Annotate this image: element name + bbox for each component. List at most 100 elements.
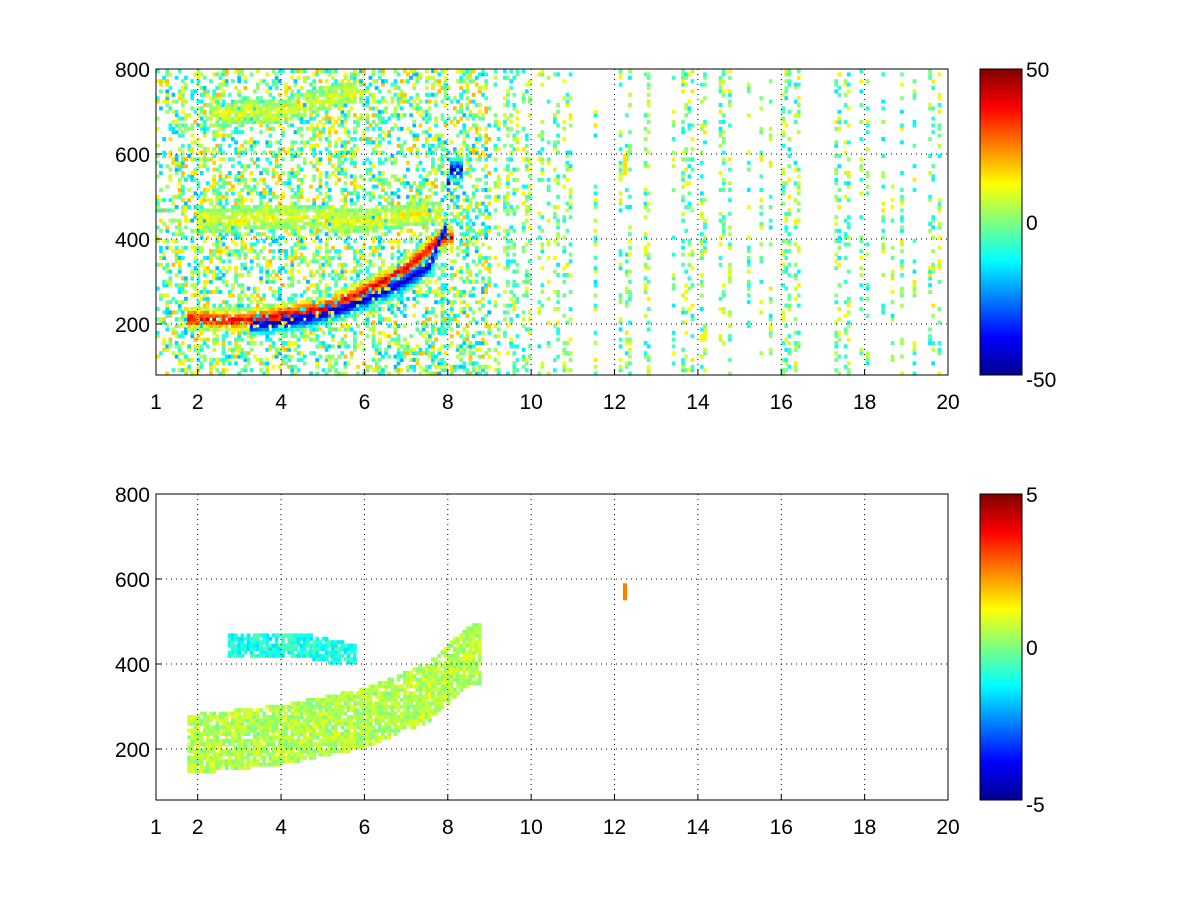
heatmap-cell xyxy=(353,347,357,352)
heatmap-cell xyxy=(271,116,276,121)
heatmap-cell xyxy=(390,303,395,308)
heatmap-cell xyxy=(403,249,407,254)
heatmap-cell xyxy=(399,259,404,264)
heatmap-cell xyxy=(209,218,213,223)
heatmap-cell xyxy=(381,262,385,267)
heatmap-cell xyxy=(284,109,288,114)
heatmap-cell xyxy=(309,96,313,101)
heatmap-cell xyxy=(365,296,370,301)
heatmap-cell xyxy=(593,307,598,311)
heatmap-cell xyxy=(196,320,201,325)
heatmap-cell xyxy=(453,157,457,162)
heatmap-cell xyxy=(321,310,326,315)
heatmap-cell xyxy=(277,222,282,226)
heatmap-cell xyxy=(474,215,479,220)
heatmap-cell xyxy=(293,82,298,87)
heatmap-cell xyxy=(487,211,492,216)
heatmap-cell xyxy=(315,313,320,318)
heatmap-cell xyxy=(193,371,198,376)
heatmap-cell xyxy=(271,69,276,73)
heatmap-cell xyxy=(509,337,513,342)
heatmap-cell xyxy=(337,262,341,267)
heatmap-cell xyxy=(618,364,623,369)
heatmap-cell xyxy=(290,106,295,111)
heatmap-cell xyxy=(393,174,398,179)
heatmap-cell xyxy=(224,303,229,308)
heatmap-cell xyxy=(193,89,198,94)
heatmap-cell xyxy=(256,317,260,322)
heatmap-cell xyxy=(356,208,360,213)
heatmap-cell xyxy=(202,103,207,107)
heatmap-cell xyxy=(593,371,598,376)
heatmap-cell xyxy=(487,300,492,305)
heatmap-cell xyxy=(159,351,163,356)
heatmap-cell xyxy=(356,283,360,288)
heatmap-cell xyxy=(181,116,185,121)
heatmap-cell xyxy=(618,82,623,87)
heatmap-cell xyxy=(378,239,382,243)
heatmap-cell xyxy=(618,75,623,80)
heatmap-cell xyxy=(437,201,442,206)
heatmap-cell xyxy=(368,307,373,311)
heatmap-cell xyxy=(371,177,376,182)
heatmap-cell xyxy=(174,341,179,345)
heatmap-cell xyxy=(343,262,348,267)
heatmap-cell xyxy=(202,147,207,152)
heatmap-cell xyxy=(546,99,551,104)
heatmap-cell xyxy=(365,368,370,373)
heatmap-cell xyxy=(165,109,170,114)
heatmap-cell xyxy=(206,256,210,260)
heatmap-cell xyxy=(424,201,429,206)
heatmap-cell xyxy=(274,327,279,332)
heatmap-cell xyxy=(396,232,401,237)
heatmap-cell xyxy=(343,140,348,145)
heatmap-cell xyxy=(437,361,442,366)
heatmap-cell xyxy=(315,269,320,274)
heatmap-cell xyxy=(399,273,404,277)
heatmap-cell xyxy=(265,113,270,118)
heatmap-cell xyxy=(331,228,335,233)
heatmap-cell xyxy=(181,123,185,128)
heatmap-cell xyxy=(446,222,451,226)
heatmap-cell xyxy=(362,228,366,233)
heatmap-cell xyxy=(237,198,241,203)
heatmap-cell xyxy=(359,279,363,284)
heatmap-cell xyxy=(159,208,163,213)
heatmap-cell xyxy=(349,211,354,216)
heatmap-cell xyxy=(277,235,282,240)
heatmap-cell xyxy=(231,310,235,315)
heatmap-cell xyxy=(252,307,257,311)
heatmap-cell xyxy=(390,191,395,196)
heatmap-cell xyxy=(281,225,285,230)
heatmap-cell xyxy=(231,222,235,226)
heatmap-cell xyxy=(181,188,185,192)
heatmap-cell xyxy=(384,269,388,274)
heatmap-cell xyxy=(246,99,251,104)
heatmap-cell xyxy=(246,361,251,366)
heatmap-cell xyxy=(453,174,457,179)
heatmap-cell xyxy=(362,283,366,288)
heatmap-cell xyxy=(512,245,517,250)
heatmap-cell xyxy=(199,106,204,111)
heatmap-cell xyxy=(481,242,485,247)
heatmap-cell xyxy=(446,150,451,155)
heatmap-cell xyxy=(177,89,182,94)
heatmap-cell xyxy=(296,103,301,107)
heatmap-cell xyxy=(240,262,245,267)
heatmap-cell xyxy=(199,150,204,155)
heatmap-cell xyxy=(515,130,520,135)
heatmap-cell xyxy=(478,341,482,345)
heatmap-cell xyxy=(403,205,407,209)
heatmap-cell xyxy=(371,69,376,73)
heatmap-cell xyxy=(243,245,248,250)
heatmap-cell xyxy=(246,103,251,107)
heatmap-cell xyxy=(431,82,435,87)
heatmap-cell xyxy=(196,113,201,118)
heatmap-cell xyxy=(331,327,335,332)
heatmap-cell xyxy=(403,208,407,213)
heatmap-cell xyxy=(215,99,220,104)
heatmap-cell xyxy=(243,307,248,311)
heatmap-cell xyxy=(356,313,360,318)
heatmap-cell xyxy=(334,293,338,298)
heatmap-cell xyxy=(168,337,173,342)
